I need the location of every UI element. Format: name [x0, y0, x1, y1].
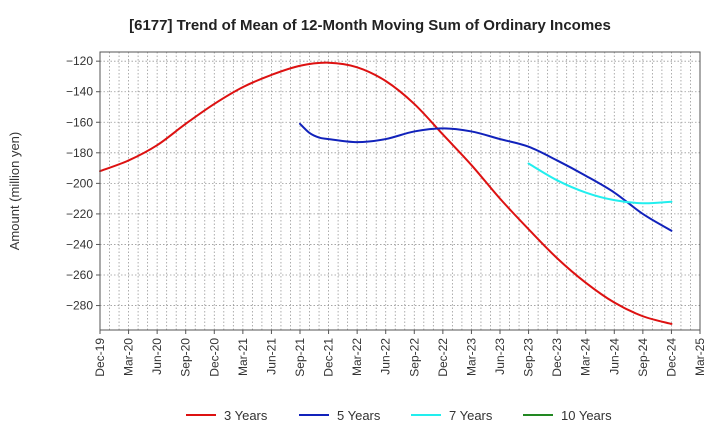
legend-label: 7 Years [449, 408, 493, 423]
y-tick-label: −140 [66, 85, 93, 99]
y-tick-label: −180 [66, 146, 93, 160]
x-tick-label: Dec-21 [322, 338, 336, 377]
x-tick-label: Mar-20 [122, 338, 136, 376]
series-line-3-years [99, 61, 673, 325]
x-tick-label: Sep-21 [293, 338, 307, 377]
chart-title: [6177] Trend of Mean of 12-Month Moving … [129, 17, 611, 34]
y-tick-label: −260 [66, 268, 93, 282]
x-axis-ticks: Dec-19 Mar-20 Jun-20 Sep-20 Dec-20 Mar-21 Jun-… [93, 330, 707, 377]
x-tick-label: Sep-22 [407, 338, 421, 377]
x-tick-label: Sep-23 [522, 338, 536, 377]
x-tick-label: Jun-23 [493, 338, 507, 375]
x-tick-label: Mar-21 [236, 338, 250, 376]
x-tick-label: Mar-23 [464, 338, 478, 376]
x-tick-label: Jun-20 [150, 338, 164, 375]
y-tick-label: −200 [66, 176, 93, 190]
x-tick-label: Dec-24 [664, 338, 678, 377]
plot-frame [99, 51, 701, 331]
plot-area [100, 52, 700, 330]
x-tick-label: Jun-22 [379, 338, 393, 375]
legend-label: 3 Years [224, 408, 268, 423]
series-line-7-years [527, 162, 673, 205]
x-tick-label: Mar-22 [350, 338, 364, 376]
legend: 3 Years 5 Years 7 Years 10 Years [186, 408, 612, 423]
x-tick-label: Mar-24 [579, 338, 593, 376]
y-tick-label: −280 [66, 299, 93, 313]
series-line-5-years [299, 122, 673, 232]
y-axis-label: Amount (million yen) [7, 132, 22, 251]
legend-label: 10 Years [561, 408, 612, 423]
y-tick-label: −240 [66, 237, 93, 251]
x-tick-label: Dec-22 [436, 338, 450, 377]
x-tick-label: Jun-21 [264, 338, 278, 375]
y-tick-label: −160 [66, 115, 93, 129]
y-tick-label: −120 [66, 54, 93, 68]
x-tick-label: Sep-20 [179, 338, 193, 377]
series-lines [99, 61, 673, 325]
x-tick-label: Dec-23 [550, 338, 564, 377]
legend-label: 5 Years [337, 408, 381, 423]
gridlines [99, 52, 701, 330]
y-tick-label: −220 [66, 207, 93, 221]
x-tick-label: Jun-24 [607, 338, 621, 375]
x-tick-label: Mar-25 [693, 338, 707, 376]
x-tick-label: Dec-20 [207, 338, 221, 377]
x-tick-label: Sep-24 [636, 338, 650, 377]
x-tick-label: Dec-19 [93, 338, 107, 377]
y-axis-ticks: −120 −140 −160 −180 −200 −220 −240 −260 −280 [66, 54, 100, 313]
